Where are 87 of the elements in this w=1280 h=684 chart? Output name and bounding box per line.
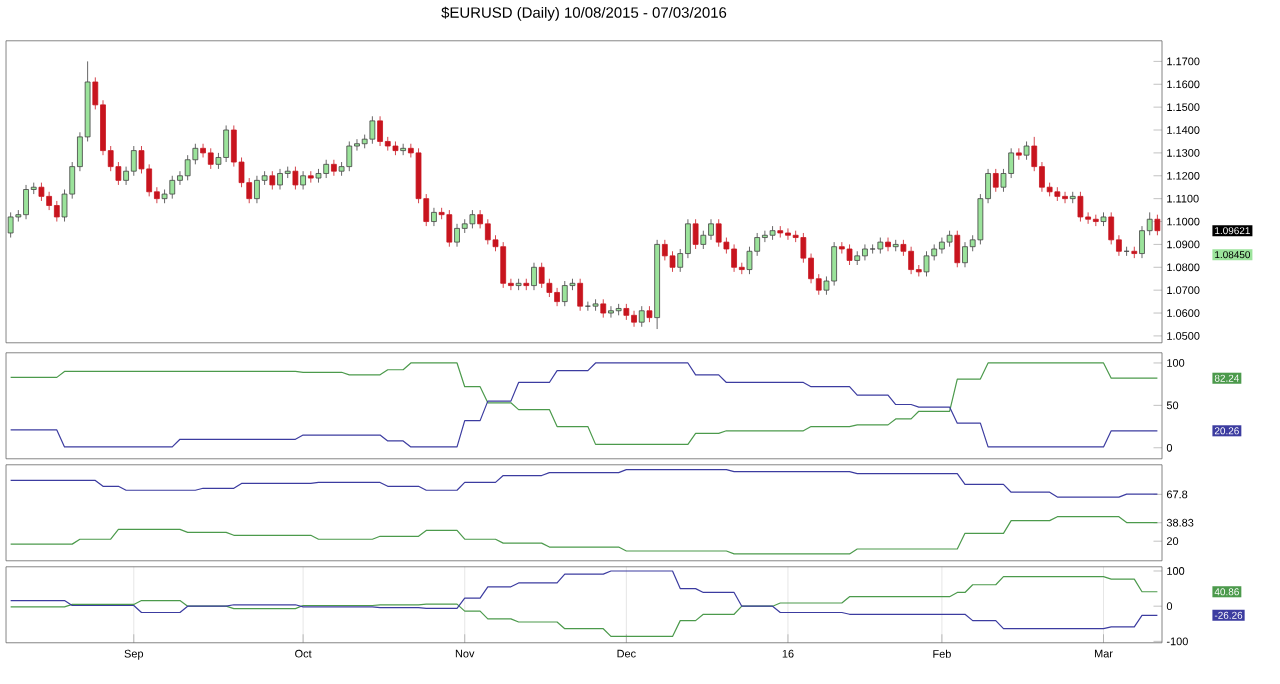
candlestick (269, 170, 276, 190)
candlestick (392, 140, 399, 156)
candlestick (515, 277, 522, 291)
candlestick (184, 154, 191, 181)
candlestick (300, 170, 306, 190)
candlestick (946, 229, 953, 247)
candlestick (538, 261, 545, 288)
candlestick (23, 184, 29, 220)
candlestick (200, 142, 206, 158)
candlestick (169, 175, 176, 199)
candlestick (638, 305, 645, 327)
candlestick (908, 245, 914, 275)
candlestick (346, 140, 353, 172)
candlestick (631, 309, 637, 327)
candlestick (954, 229, 961, 268)
candlestick (700, 229, 707, 250)
candlestick (292, 165, 299, 190)
candlestick (892, 239, 899, 252)
candlestick (777, 225, 784, 238)
candlestick (323, 158, 330, 179)
candlestick (46, 191, 52, 211)
candlestick (1077, 191, 1084, 222)
candlestick (623, 303, 630, 320)
candlestick (577, 277, 584, 311)
candlestick (615, 303, 622, 316)
candlestick (446, 209, 453, 247)
candlestick (646, 305, 653, 323)
candlestick (277, 168, 283, 190)
candlestick (608, 305, 614, 318)
candlestick (400, 142, 407, 156)
candlestick (130, 145, 137, 176)
candlestick (715, 218, 722, 247)
candlestick (1023, 140, 1030, 160)
candlestick (1100, 211, 1107, 227)
candlestick (785, 227, 791, 240)
candlestick (708, 218, 714, 240)
candlestick (431, 207, 437, 227)
candlestick (554, 287, 560, 307)
candlestick (669, 250, 676, 272)
candlestick (1092, 213, 1099, 227)
candlestick (1069, 191, 1076, 204)
candlestick (377, 115, 383, 147)
candlestick (692, 218, 699, 250)
candlestick (862, 243, 868, 261)
candlestick (661, 239, 668, 261)
candlestick (962, 241, 968, 268)
candlestick (523, 277, 530, 291)
candlestick (469, 209, 476, 229)
candlestick (600, 298, 607, 318)
candlestick (1139, 225, 1145, 259)
candlestick (1154, 213, 1161, 236)
candlestick (223, 124, 230, 163)
candlestick (1016, 147, 1022, 160)
candlestick (592, 298, 599, 311)
candlestick (254, 175, 260, 204)
candlestick (1054, 186, 1061, 201)
candlestick (53, 200, 60, 222)
candlestick (1108, 211, 1115, 245)
candlestick (1131, 245, 1138, 259)
candlestick (939, 236, 945, 254)
candlestick (561, 280, 568, 307)
candlestick (284, 165, 291, 179)
candlestick (885, 236, 891, 252)
candlestick (746, 245, 753, 275)
candlestick (854, 250, 861, 266)
candlestick (877, 236, 884, 254)
candlestick (769, 225, 776, 240)
candlestick (38, 181, 45, 201)
candlestick (7, 211, 14, 238)
candlestick (992, 168, 999, 192)
candlestick (869, 243, 876, 254)
candlestick (315, 168, 322, 183)
candlestick (500, 241, 507, 288)
candlestick (454, 223, 460, 247)
candlestick (161, 188, 168, 204)
candlestick (846, 243, 853, 266)
candlestick (207, 147, 214, 169)
candlestick (531, 261, 537, 291)
candlestick (369, 115, 376, 144)
candlestick (654, 239, 660, 330)
candlestick (831, 241, 838, 286)
candlestick (731, 243, 737, 272)
candlestick (307, 170, 314, 183)
candlestick (838, 241, 845, 254)
candlestick (484, 218, 491, 245)
candlestick (331, 158, 337, 176)
candlestick (1062, 191, 1068, 204)
